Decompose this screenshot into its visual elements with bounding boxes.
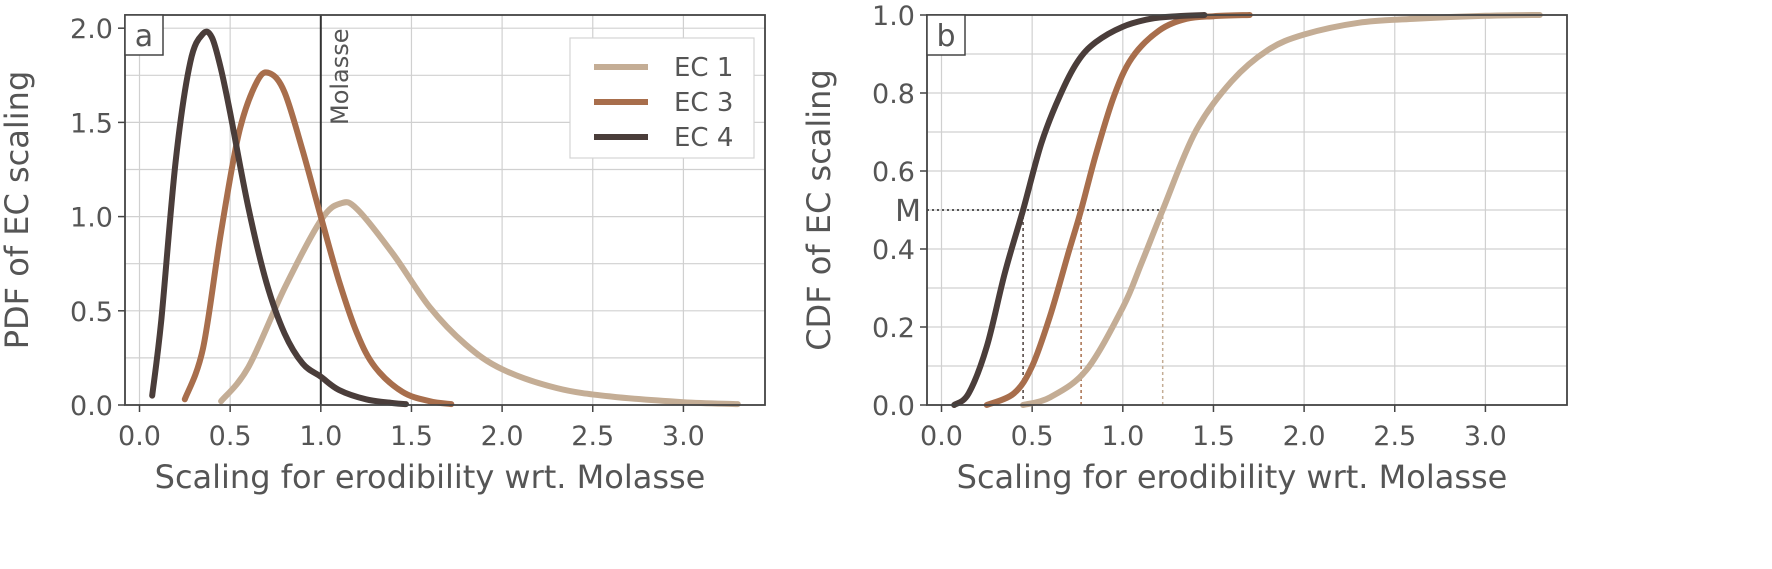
- panel-b: 0.0 0.5 1.0 1.5 2.0 2.5 3.00.00.20.40.60.81.0 …: [800, 1, 1568, 496]
- panel-a: 0.0 0.5 1.0 1.5 2.0 2.5 3.0 0.0 0.5 1.0 1.5 2.0 Mol…: [0, 14, 766, 496]
- panel-a-frame: [124, 14, 766, 406]
- y-tick-label: 0.2: [872, 313, 915, 344]
- x-tick-label: 1.0: [299, 421, 342, 452]
- legend-label: EC 1: [674, 53, 733, 83]
- y-tick-label: 0.6: [872, 157, 915, 188]
- y-tick-label: 1.0: [872, 1, 915, 32]
- x-tick-label: 2.0: [481, 421, 524, 452]
- median-label: M: [895, 194, 921, 229]
- molasse-reference-label: Molasse: [326, 28, 354, 125]
- x-tick-label: 0.0: [920, 421, 963, 452]
- series-line-ec-3: [983, 12, 1253, 408]
- x-tick-label: 2.5: [571, 421, 614, 452]
- series-line-ec-4: [951, 12, 1208, 408]
- panel-a-legend: EC 1 EC 3 EC 4: [569, 37, 755, 159]
- panel-b-letter: b: [926, 14, 966, 56]
- legend-label: EC 4: [674, 123, 733, 153]
- y-tick-label: 0.4: [872, 235, 915, 266]
- panel-b-ticks: 0.0 0.5 1.0 1.5 2.0 2.5 3.0 0.0 0.2 0.4 0.6 0.8 1.0: [872, 1, 1507, 452]
- panel-b-letter-box: [926, 14, 966, 56]
- panel-a-letter: a: [124, 14, 164, 56]
- panel-a-letter-box: [124, 14, 164, 56]
- x-tick-label: 1.0: [1101, 421, 1144, 452]
- panel-b-x-axis-title: Scaling for erodibility wrt. Molasse: [957, 458, 1508, 496]
- panel-b-letter-text: b: [936, 19, 955, 54]
- x-tick-label: 0.5: [1011, 421, 1054, 452]
- panel-a-letter-text: a: [135, 19, 153, 54]
- y-tick-label: 2.0: [70, 14, 113, 45]
- panel-b-series: [951, 12, 1543, 408]
- y-tick-label: 0.0: [872, 391, 915, 422]
- x-tick-label: 1.5: [390, 421, 433, 452]
- x-tick-label: 2.0: [1283, 421, 1326, 452]
- y-tick-label: 1.5: [70, 108, 113, 139]
- y-tick-label: 0.5: [70, 297, 113, 328]
- panel-a-x-axis-title: Scaling for erodibility wrt. Molasse: [155, 458, 706, 496]
- panel-a-ticks: 0.0 0.5 1.0 1.5 2.0 2.5 3.0 0.0 0.5 1.0 1.5 2.0: [70, 14, 705, 452]
- x-tick-label: 3.0: [662, 421, 705, 452]
- y-tick-label: 1.0: [70, 203, 113, 234]
- y-tick-label: 0.0: [70, 391, 113, 422]
- x-tick-label: 2.5: [1373, 421, 1416, 452]
- x-tick-label: 0.0: [118, 421, 161, 452]
- series-line-ec-3: [181, 69, 455, 408]
- x-tick-label: 3.0: [1464, 421, 1507, 452]
- panel-a-series: [149, 28, 741, 408]
- x-tick-label: 0.5: [209, 421, 252, 452]
- series-line-ec-4: [149, 28, 409, 408]
- x-tick-label: 1.5: [1192, 421, 1235, 452]
- series-line-ec-1: [1020, 12, 1543, 408]
- panel-b-frame: [926, 14, 1568, 406]
- legend-label: EC 3: [674, 88, 733, 118]
- panel-b-y-axis-title: CDF of EC scaling: [800, 69, 838, 351]
- panel-a-y-axis-title: PDF of EC scaling: [0, 71, 36, 350]
- series-line-ec-1: [218, 199, 741, 408]
- y-tick-label: 0.8: [872, 79, 915, 110]
